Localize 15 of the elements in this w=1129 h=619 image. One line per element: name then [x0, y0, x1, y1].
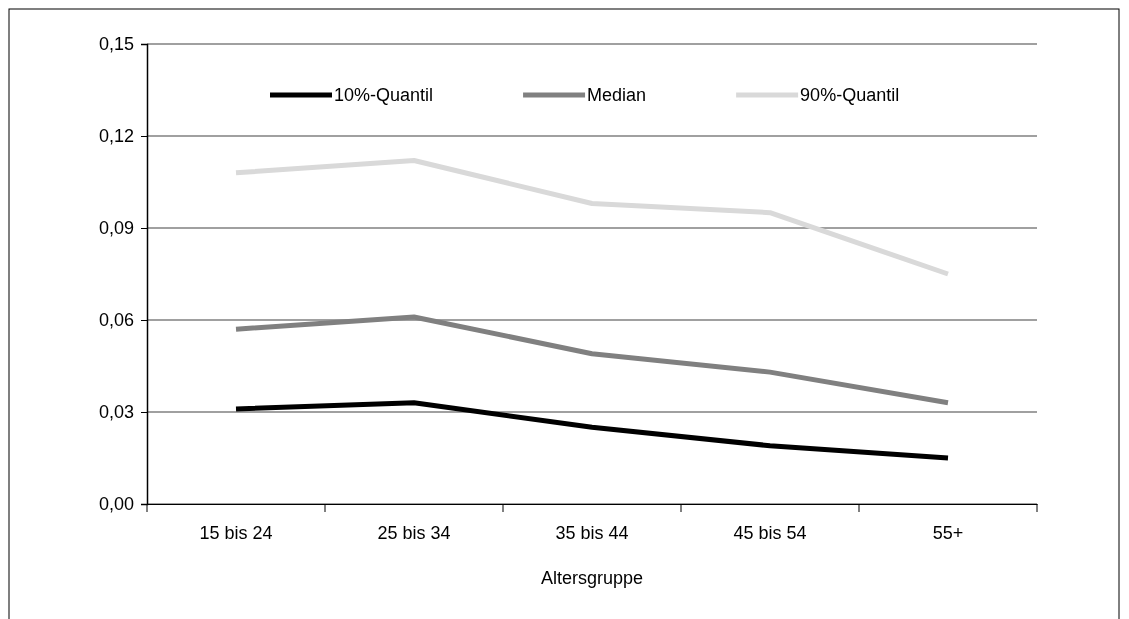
- y-tick-label: 0,12: [98, 126, 134, 147]
- legend-label: 90%-Quantil: [800, 85, 900, 105]
- x-tick-label: 55+: [932, 522, 964, 543]
- legend-label: 10%-Quantil: [334, 85, 434, 105]
- y-tick-label: 0,06: [98, 310, 134, 331]
- y-tick-label: 0,00: [98, 494, 134, 515]
- x-axis-title: Altersgruppe: [540, 568, 644, 588]
- x-tick-label: 25 bis 34: [377, 522, 451, 543]
- x-tick-label: 45 bis 54: [733, 522, 807, 543]
- y-tick-label: 0,03: [98, 402, 134, 423]
- y-tick-label: 0,15: [98, 34, 134, 55]
- y-tick-label: 0,09: [98, 218, 134, 239]
- legend-label: Median: [587, 85, 647, 105]
- x-tick-label: 35 bis 44: [555, 522, 629, 543]
- x-tick-label: 15 bis 24: [199, 522, 273, 543]
